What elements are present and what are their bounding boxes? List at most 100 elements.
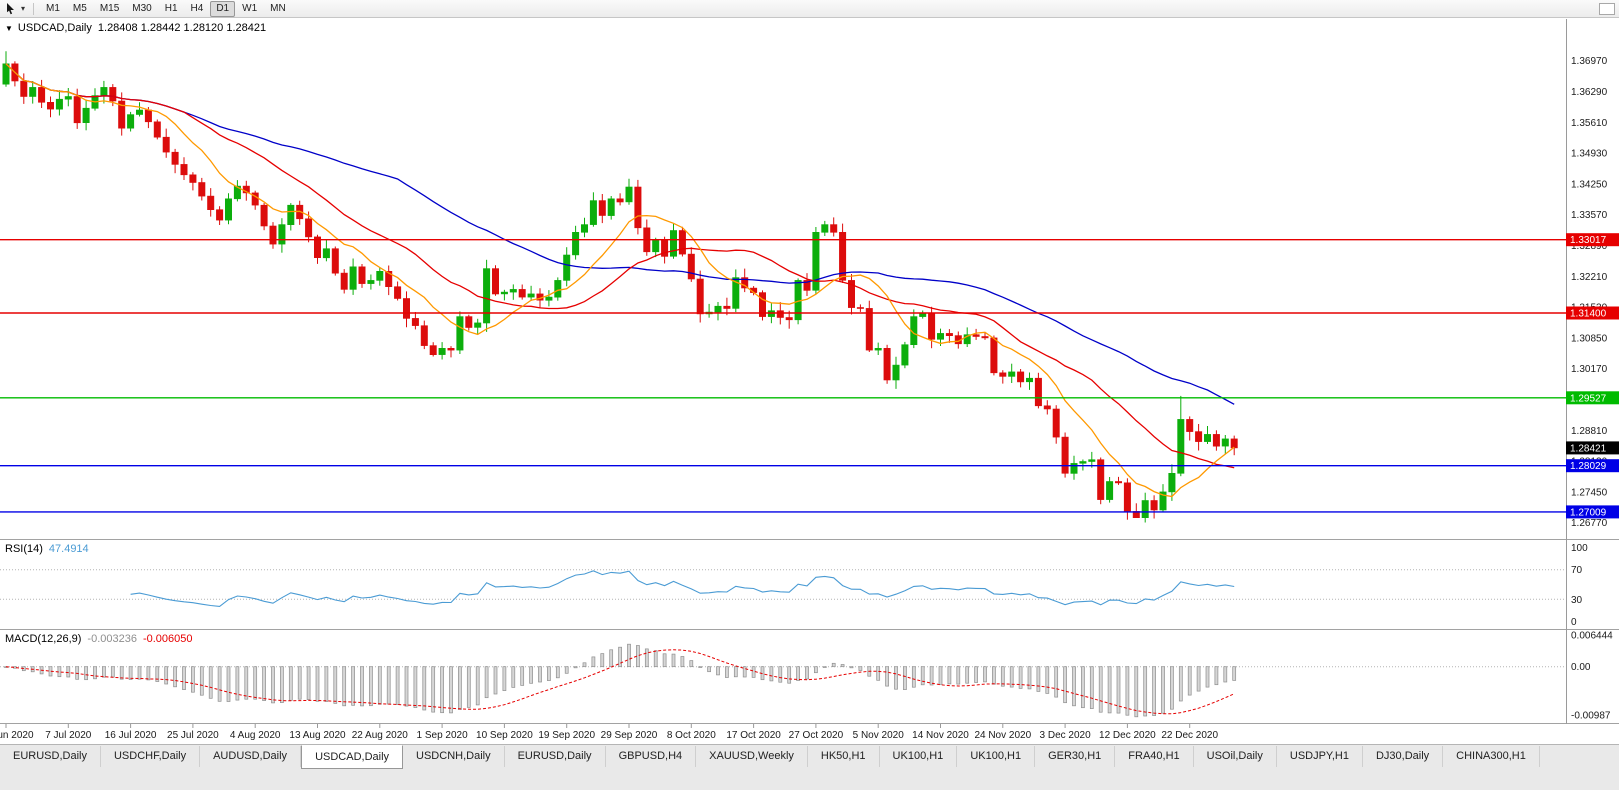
svg-text:1.28029: 1.28029 xyxy=(1570,461,1607,472)
price-tick-label: 1.34930 xyxy=(1571,149,1608,160)
chart-tab-3[interactable]: USDCAD,Daily xyxy=(301,745,404,769)
macd-signal-line xyxy=(5,649,1235,715)
price-tick-label: 1.28810 xyxy=(1571,426,1608,437)
date-tick-label: 16 Jul 2020 xyxy=(105,730,157,741)
moving-average-21 xyxy=(5,63,1235,469)
timeframe-button-H4[interactable]: H4 xyxy=(190,2,204,14)
date-tick-label: 3 Dec 2020 xyxy=(1040,730,1092,741)
chart-tab-11[interactable]: GER30,H1 xyxy=(1035,746,1116,767)
svg-text:1.31400: 1.31400 xyxy=(1570,309,1607,320)
price-tag: 1.28029 xyxy=(1566,459,1619,473)
date-tick-label: 17 Oct 2020 xyxy=(726,730,781,741)
date-tick-label: 25 Jul 2020 xyxy=(167,730,219,741)
rsi-indicator-label: RSI(14) 47.4914 xyxy=(5,543,89,555)
price-tick-label: 1.35610 xyxy=(1571,118,1608,129)
price-tick-label: 1.33570 xyxy=(1571,210,1608,221)
ohlc-values: 1.28408 1.28442 1.28120 1.28421 xyxy=(97,22,267,34)
price-tag: 1.27009 xyxy=(1566,505,1619,519)
date-tick-label: 5 Nov 2020 xyxy=(853,730,905,741)
date-tick-label: 1 Sep 2020 xyxy=(417,730,469,741)
rsi-name: RSI(14) xyxy=(5,543,43,555)
macd-tick-label: 0.00 xyxy=(1571,662,1591,673)
price-tick-label: 1.30850 xyxy=(1571,333,1608,344)
price-tag: 1.31400 xyxy=(1566,306,1619,320)
rsi-tick-label: 70 xyxy=(1571,565,1583,576)
date-tick-label: 22 Aug 2020 xyxy=(352,730,409,741)
date-tick-label: 29 Sep 2020 xyxy=(601,730,658,741)
chart-tab-15[interactable]: DJ30,Daily xyxy=(1363,746,1444,767)
toolbar-separator xyxy=(33,2,35,15)
timeframe-button-M30[interactable]: M30 xyxy=(132,2,152,14)
chart-tab-6[interactable]: GBPUSD,H4 xyxy=(606,746,697,767)
date-tick-label: 27 Oct 2020 xyxy=(789,730,844,741)
svg-text:1.27009: 1.27009 xyxy=(1570,507,1607,518)
rsi-tick-label: 30 xyxy=(1571,595,1583,606)
macd-name: MACD(12,26,9) xyxy=(5,633,82,645)
date-tick-label: 4 Aug 2020 xyxy=(230,730,281,741)
price-tick-label: 1.32890 xyxy=(1571,241,1608,252)
date-tick-label: 12 Dec 2020 xyxy=(1099,730,1156,741)
chart-tab-4[interactable]: USDCNH,Daily xyxy=(403,746,505,767)
date-tick-label: 7 Jul 2020 xyxy=(45,730,92,741)
timeframe-button-M1[interactable]: M1 xyxy=(46,2,60,14)
price-tag: 1.28421 xyxy=(1566,441,1619,455)
chart-tab-0[interactable]: EURUSD,Daily xyxy=(0,746,101,767)
date-tick-label: 10 Sep 2020 xyxy=(476,730,533,741)
cursor-tool-icon[interactable] xyxy=(4,2,17,15)
svg-text:1.33017: 1.33017 xyxy=(1570,235,1607,246)
chart-tab-8[interactable]: HK50,H1 xyxy=(808,746,880,767)
price-tag: 1.29527 xyxy=(1566,391,1619,405)
timeframe-button-D1[interactable]: D1 xyxy=(210,0,236,17)
moving-average-9 xyxy=(5,63,1235,498)
chart-tab-10[interactable]: UK100,H1 xyxy=(957,746,1036,767)
date-tick-label: 8 Oct 2020 xyxy=(667,730,716,741)
chart-tab-5[interactable]: EURUSD,Daily xyxy=(505,746,606,767)
chart-tab-2[interactable]: AUDUSD,Daily xyxy=(200,746,302,767)
macd-signal-value: -0.006050 xyxy=(142,633,193,645)
date-tick-label: 14 Nov 2020 xyxy=(912,730,969,741)
macd-tick-label: 0.006444 xyxy=(1571,631,1613,642)
toolbar-dropdown-icon[interactable]: ▾ xyxy=(21,4,26,13)
symbol-dropdown-icon[interactable]: ▼ xyxy=(5,23,13,33)
chart-tab-9[interactable]: UK100,H1 xyxy=(880,746,958,767)
chart-tab-1[interactable]: USDCHF,Daily xyxy=(101,746,201,767)
chart-tab-13[interactable]: USOil,Daily xyxy=(1194,746,1277,767)
chart-corner-widget[interactable] xyxy=(1599,2,1615,15)
macd-indicator-label: MACD(12,26,9) -0.003236 -0.006050 xyxy=(5,633,193,645)
time-scale[interactable]: 27 Jun 2020 7 Jul 2020 16 Jul 2020 25 Jul 2… xyxy=(0,724,1218,741)
price-tick-label: 1.34250 xyxy=(1571,179,1608,190)
date-tick-label: 24 Nov 2020 xyxy=(974,730,1031,741)
price-tick-label: 1.36290 xyxy=(1571,87,1608,98)
timeframe-button-M15[interactable]: M15 xyxy=(99,2,120,14)
chart-tab-7[interactable]: XAUUSD,Weekly xyxy=(696,746,808,767)
chart-tab-14[interactable]: USDJPY,H1 xyxy=(1277,746,1363,767)
macd-tick-label: -0.00987 xyxy=(1571,711,1611,722)
macd-histogram xyxy=(4,643,1237,718)
timeframe-button-H1[interactable]: H1 xyxy=(164,2,178,14)
price-tick-label: 1.36970 xyxy=(1571,56,1608,67)
date-tick-label: 19 Sep 2020 xyxy=(538,730,595,741)
chart-window[interactable]: 1.36970 1.36290 1.35610 1.34930 1.34250 1.335… xyxy=(0,19,1619,744)
price-tick-label: 1.30170 xyxy=(1571,364,1608,375)
moving-average-45 xyxy=(5,63,1235,405)
timeframe-button-MN[interactable]: MN xyxy=(270,2,286,14)
candlestick-series xyxy=(2,51,1238,523)
price-tag: 1.33017 xyxy=(1566,233,1619,247)
chart-tab-12[interactable]: FRA40,H1 xyxy=(1115,746,1194,767)
charts-tab-bar: EURUSD,Daily USDCHF,Daily AUDUSD,Daily USDC… xyxy=(0,744,1619,790)
chart-tab-16[interactable]: CHINA300,H1 xyxy=(1443,746,1540,767)
symbol-ohlc-label: ▼ USDCAD,Daily 1.28408 1.28442 1.28120 1… xyxy=(5,22,266,34)
macd-main-value: -0.003236 xyxy=(87,633,137,645)
date-tick-label: 27 Jun 2020 xyxy=(0,730,34,741)
price-scale[interactable]: 1.36970 1.36290 1.35610 1.34930 1.34250 1.335… xyxy=(1566,19,1619,724)
date-tick-label: 13 Aug 2020 xyxy=(289,730,346,741)
symbol-name: USDCAD,Daily xyxy=(17,22,92,34)
rsi-line xyxy=(130,570,1235,607)
rsi-tick-label: 100 xyxy=(1571,543,1588,554)
svg-text:1.28421: 1.28421 xyxy=(1570,443,1607,454)
timeframe-button-M5[interactable]: M5 xyxy=(72,2,87,14)
timeframe-button-W1[interactable]: W1 xyxy=(242,2,258,14)
rsi-tick-label: 0 xyxy=(1571,617,1577,628)
date-tick-label: 22 Dec 2020 xyxy=(1161,730,1218,741)
price-tick-label: 1.27450 xyxy=(1571,487,1608,498)
